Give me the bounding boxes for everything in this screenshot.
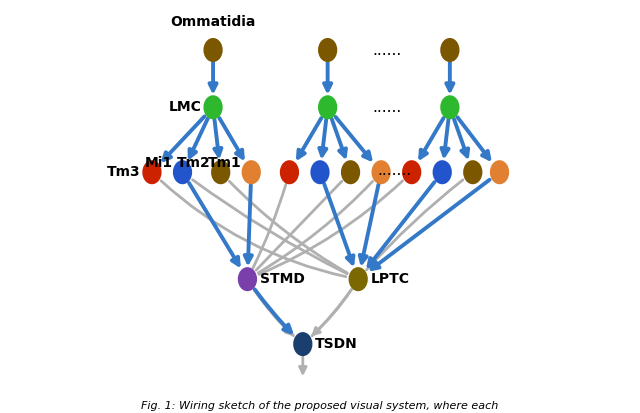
Ellipse shape: [440, 38, 460, 62]
Ellipse shape: [341, 160, 360, 184]
Ellipse shape: [433, 160, 452, 184]
Ellipse shape: [142, 160, 161, 184]
Ellipse shape: [463, 160, 483, 184]
Text: Mi1: Mi1: [145, 156, 173, 170]
Ellipse shape: [402, 160, 421, 184]
Ellipse shape: [242, 160, 261, 184]
Text: TSDN: TSDN: [315, 337, 358, 351]
Ellipse shape: [371, 160, 391, 184]
Ellipse shape: [490, 160, 509, 184]
Text: ......: ......: [372, 43, 401, 57]
Text: Ommatidia: Ommatidia: [170, 15, 256, 29]
Text: LMC: LMC: [169, 100, 202, 114]
Text: LPTC: LPTC: [371, 272, 410, 286]
Ellipse shape: [440, 95, 460, 119]
Text: .......: .......: [378, 163, 412, 178]
Text: Tm2: Tm2: [177, 156, 211, 170]
Ellipse shape: [280, 160, 299, 184]
Ellipse shape: [293, 332, 312, 356]
Text: Tm3: Tm3: [108, 165, 141, 179]
Ellipse shape: [310, 160, 330, 184]
Ellipse shape: [204, 38, 223, 62]
Ellipse shape: [204, 95, 223, 119]
Text: ......: ......: [372, 100, 401, 115]
Ellipse shape: [318, 95, 337, 119]
Text: Tm1: Tm1: [207, 156, 241, 170]
Ellipse shape: [238, 267, 257, 291]
Ellipse shape: [211, 160, 230, 184]
Text: Fig. 1: Wiring sketch of the proposed visual system, where each: Fig. 1: Wiring sketch of the proposed vi…: [141, 401, 499, 411]
Ellipse shape: [173, 160, 192, 184]
Text: STMD: STMD: [260, 272, 305, 286]
Ellipse shape: [318, 38, 337, 62]
Ellipse shape: [349, 267, 368, 291]
